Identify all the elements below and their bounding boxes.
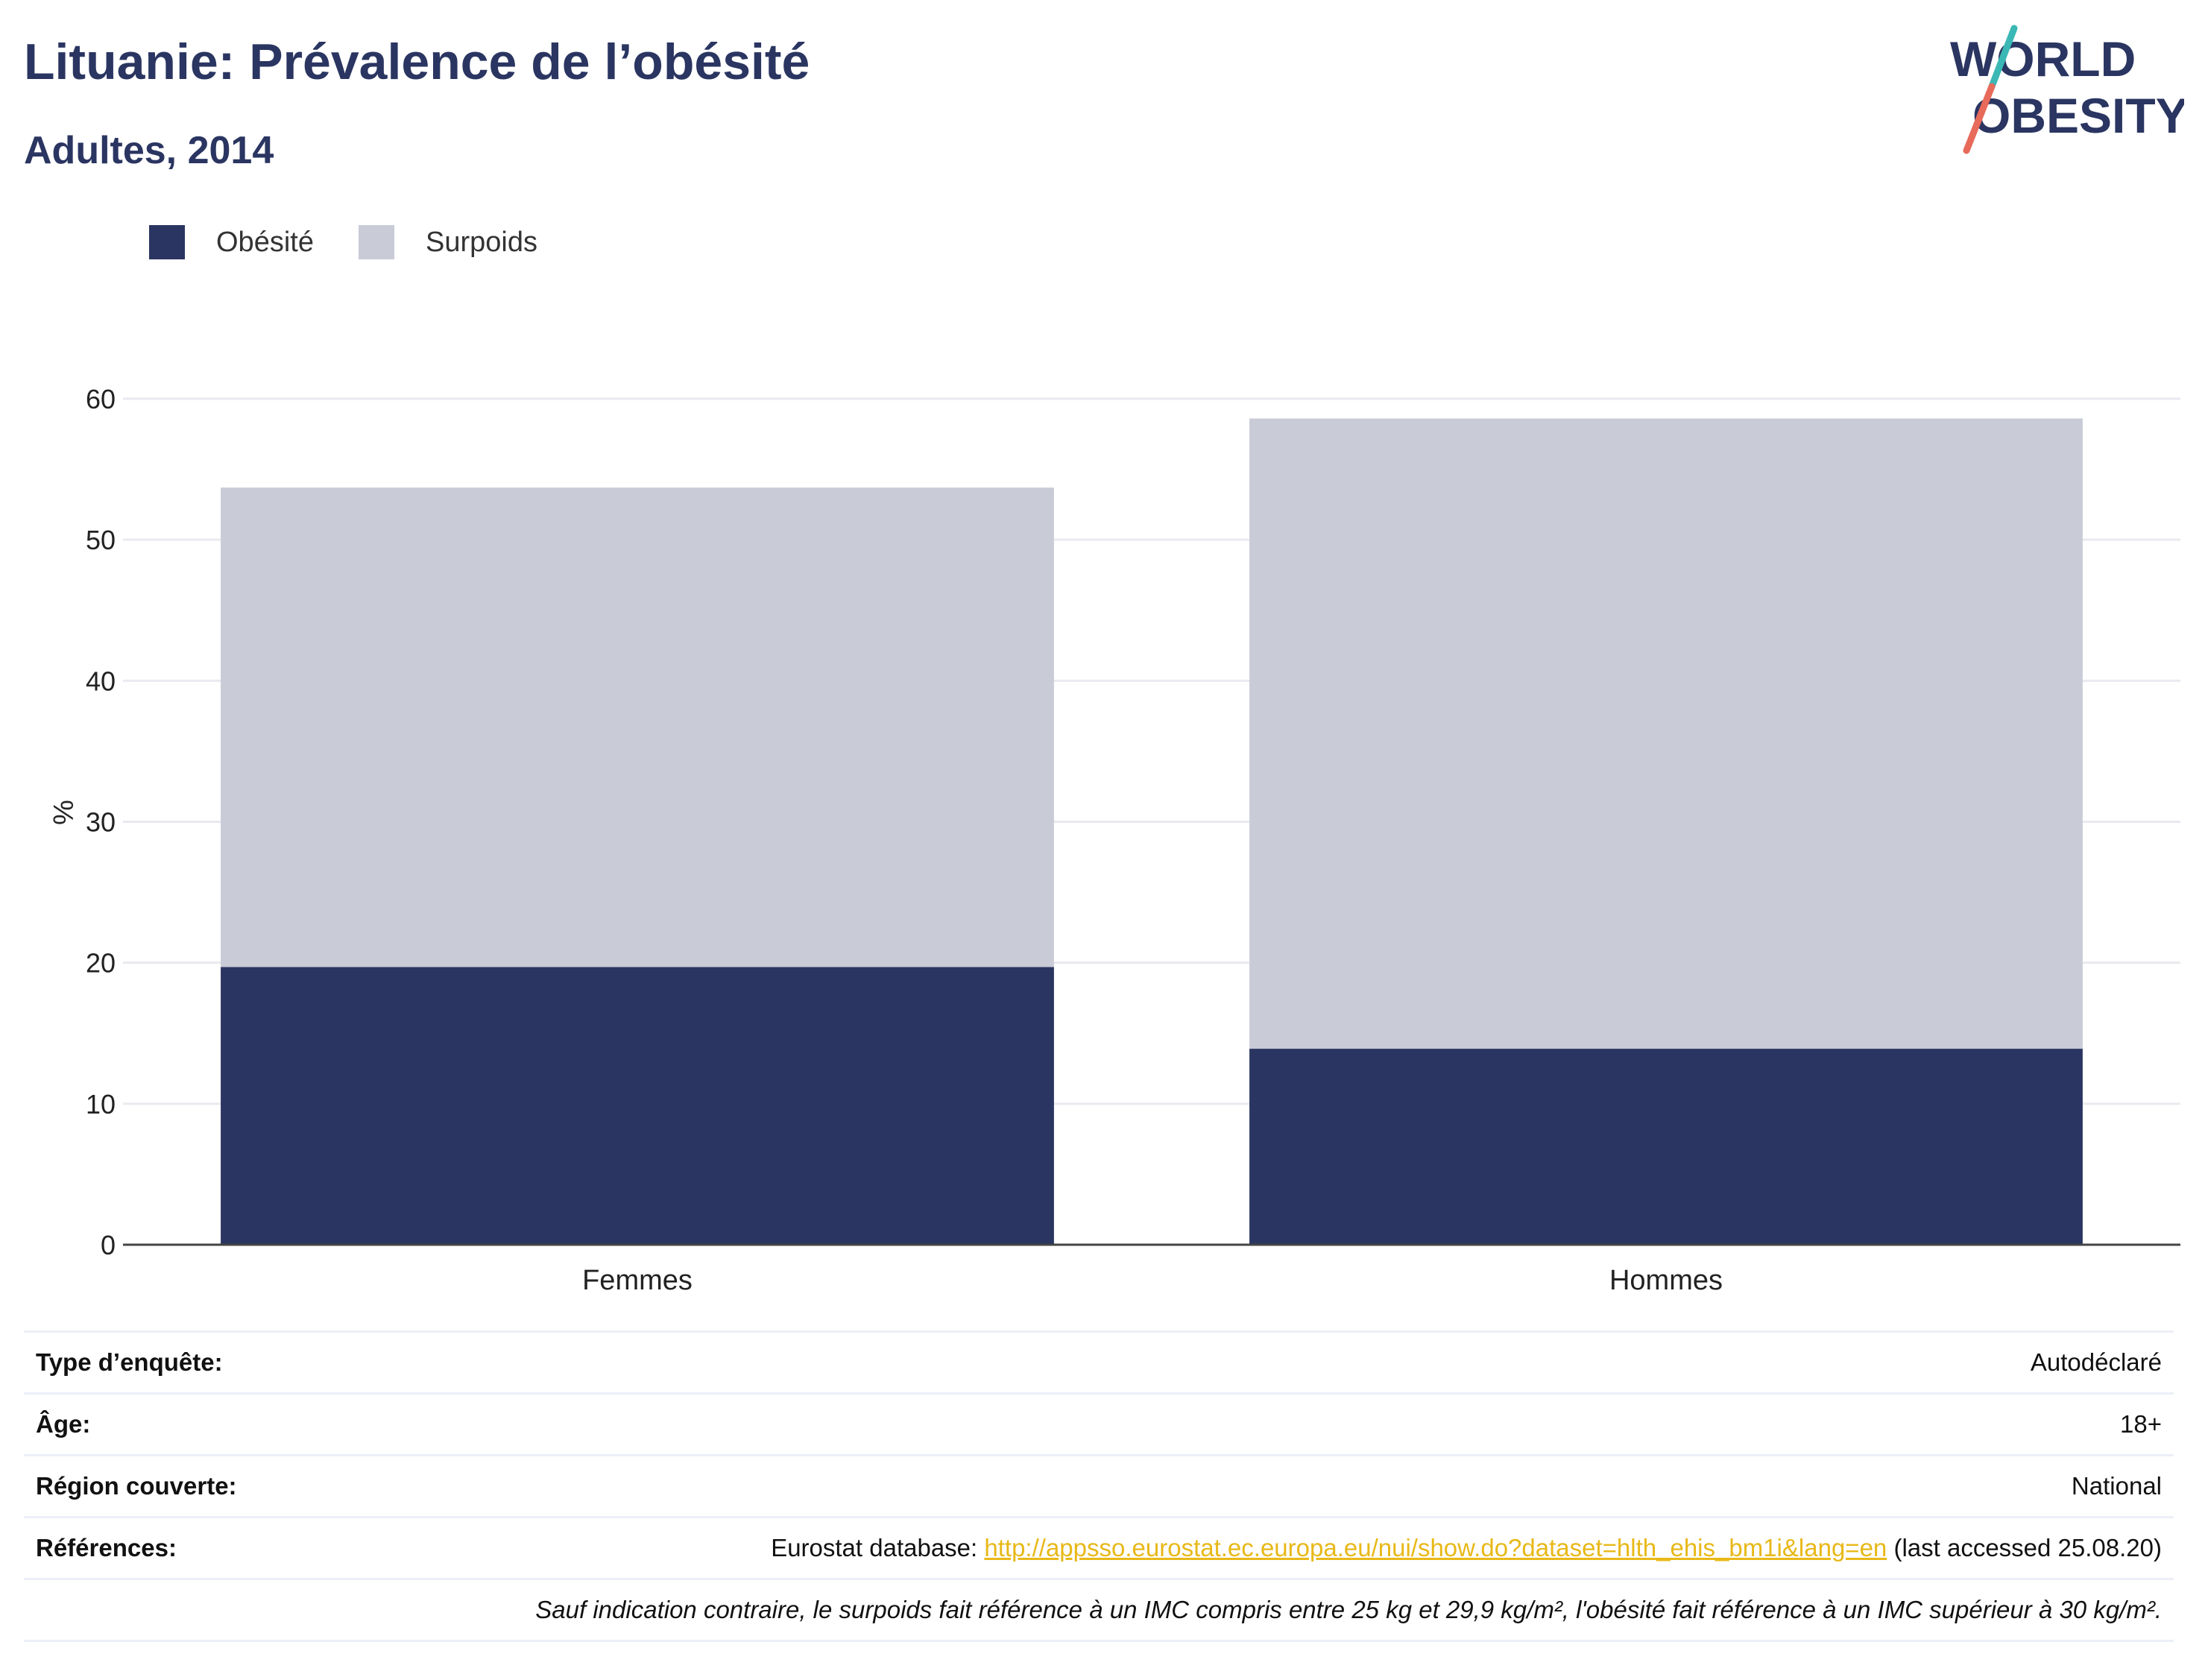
info-value-survey-type: Autodéclaré xyxy=(2030,1348,2162,1376)
bar-obsit-femmes[interactable] xyxy=(221,967,1054,1245)
bar-surpoids-hommes[interactable] xyxy=(1249,418,2083,1049)
info-key-age: Âge: xyxy=(36,1410,91,1438)
info-value-references: Eurostat database: http://appsso.eurosta… xyxy=(318,1518,2174,1579)
y-tick-label: 40 xyxy=(86,666,116,696)
info-value-region: National xyxy=(2071,1472,2162,1500)
info-value-age: 18+ xyxy=(2120,1410,2162,1438)
footnote-text: Sauf indication contraire, le surpoids f… xyxy=(535,1596,2162,1623)
info-row-footnote: Sauf indication contraire, le surpoids f… xyxy=(24,1579,2174,1641)
info-row-survey-type: Type d’enquête: Autodéclaré xyxy=(24,1331,2174,1394)
chart-legend: Obésité Surpoids xyxy=(149,224,582,261)
logo-slash-coral xyxy=(1963,83,1996,154)
reference-suffix: (last accessed 25.08.20) xyxy=(1887,1534,2162,1561)
logo-slash-teal xyxy=(1988,25,2018,90)
info-row-region: Région couverte: National xyxy=(24,1455,2174,1518)
axes: 0 10 20 30 40 50 60 Femmes Hommes xyxy=(86,384,2180,1296)
bar-surpoids-femmes[interactable] xyxy=(221,487,1054,967)
y-tick-label: 0 xyxy=(101,1230,116,1260)
page-title: Lituanie: Prévalence de l’obésité xyxy=(24,34,810,90)
legend-item-surpoids[interactable]: Surpoids xyxy=(358,225,537,259)
y-tick-label: 20 xyxy=(86,948,116,979)
reference-prefix: Eurostat database: xyxy=(771,1534,985,1561)
info-key-survey-type: Type d’enquête: xyxy=(36,1348,223,1376)
survey-info-table: Type d’enquête: Autodéclaré Âge: 18+ Rég… xyxy=(24,1330,2174,1642)
info-key-references: Références: xyxy=(36,1534,177,1561)
legend-label-obesite: Obésité xyxy=(216,226,314,258)
stacked-bar-chart: 0 10 20 30 40 50 60 Femmes Hommes % xyxy=(47,384,2180,1296)
y-tick-label: 60 xyxy=(86,384,116,414)
page-subtitle: Adultes, 2014 xyxy=(24,129,274,172)
logo-word-obesity: OBESITY xyxy=(1972,88,2184,143)
logo-word-world: WORLD xyxy=(1950,31,2136,86)
legend-swatch-surpoids xyxy=(358,225,394,259)
x-tick-label: Hommes xyxy=(1609,1265,1723,1296)
legend-swatch-obesite xyxy=(149,225,185,259)
y-tick-label: 30 xyxy=(86,807,116,838)
world-obesity-logo: WORLD OBESITY xyxy=(1950,25,2184,154)
info-key-region: Région couverte: xyxy=(36,1472,237,1500)
info-row-references: Références: Eurostat database: http://ap… xyxy=(24,1517,2174,1579)
y-tick-label: 50 xyxy=(86,525,116,555)
info-row-age: Âge: 18+ xyxy=(24,1393,2174,1456)
bars xyxy=(221,418,2083,1245)
bar-obsit-hommes[interactable] xyxy=(1249,1049,2083,1245)
x-tick-label: Femmes xyxy=(582,1265,693,1296)
reference-link[interactable]: http://appsso.eurostat.ec.europa.eu/nui/… xyxy=(984,1534,1887,1561)
y-axis-label: % xyxy=(47,800,78,825)
legend-item-obesite[interactable]: Obésité xyxy=(149,225,314,259)
y-tick-label: 10 xyxy=(86,1089,116,1120)
legend-label-surpoids: Surpoids xyxy=(425,226,537,258)
